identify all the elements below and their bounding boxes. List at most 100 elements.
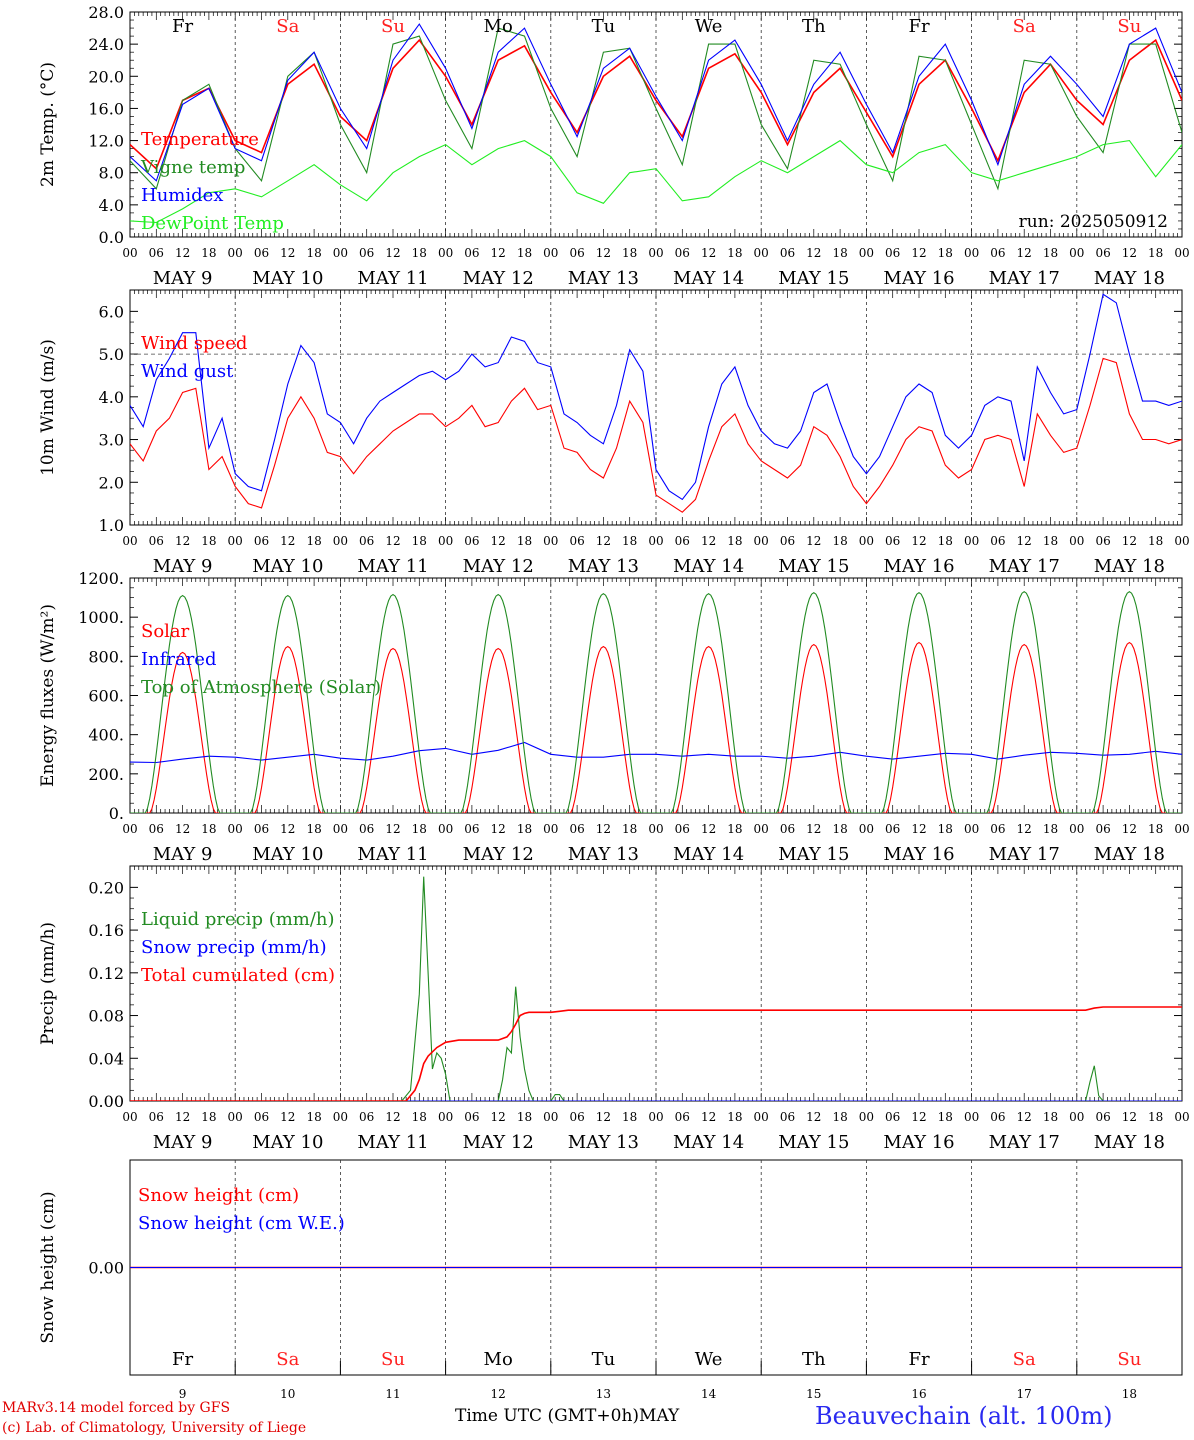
x-tick-label: 06 <box>780 1110 795 1124</box>
legend-entry: Snow precip (mm/h) <box>141 937 327 958</box>
x-tick-label: 00 <box>1174 534 1189 548</box>
x-tick-label: 18 <box>622 1110 637 1124</box>
x-tick-label: 00 <box>859 822 874 836</box>
x-tick-label: 12 <box>911 822 926 836</box>
legend-entry: Liquid precip (mm/h) <box>141 909 335 930</box>
x-tick-label: 12 <box>491 1110 506 1124</box>
x-date-label: MAY 11 <box>357 556 428 577</box>
y-tick-label: 20.0 <box>88 67 124 86</box>
x-date-label: MAY 11 <box>357 1132 428 1153</box>
x-tick-label: 00 <box>1174 822 1189 836</box>
day-name-bottom: Sa <box>1013 1349 1036 1370</box>
x-tick-label: 12 <box>806 822 821 836</box>
x-date-label: MAY 16 <box>883 268 954 289</box>
x-tick-label: 00 <box>543 246 558 260</box>
day-name-bottom: We <box>695 1349 723 1370</box>
x-tick-label: 06 <box>675 246 690 260</box>
x-tick-label: 18 <box>832 1110 847 1124</box>
x-tick-label: 00 <box>438 1110 453 1124</box>
x-tick-label: 00 <box>1069 534 1084 548</box>
x-tick-label: 12 <box>175 1110 190 1124</box>
x-tick-label: 00 <box>228 1110 243 1124</box>
x-tick-label: 12 <box>491 534 506 548</box>
y-axis-label: Energy fluxes (W/m²) <box>38 604 58 787</box>
series-infrared <box>130 741 1182 764</box>
x-tick-label: 18 <box>517 822 532 836</box>
x-tick-label: 12 <box>806 534 821 548</box>
y-tick-label: 0.00 <box>88 1259 124 1278</box>
x-date-label: MAY 12 <box>463 268 534 289</box>
x-date-label: MAY 18 <box>1094 556 1165 577</box>
credit-model: MARv3.14 model forced by GFS <box>2 1400 231 1416</box>
legend-entry: Infrared <box>141 649 216 670</box>
x-date-label: MAY 12 <box>463 1132 534 1153</box>
x-tick-label: 06 <box>149 822 164 836</box>
x-tick-label: 18 <box>412 534 427 548</box>
x-tick-label: 00 <box>543 534 558 548</box>
x-tick-label: 12 <box>911 534 926 548</box>
day-name-top: Su <box>1117 16 1141 37</box>
legend-entry: Total cumulated (cm) <box>141 965 335 986</box>
x-tick-label: 00 <box>438 246 453 260</box>
x-tick-label: 12 <box>385 534 400 548</box>
x-tick-label: 06 <box>1095 1110 1110 1124</box>
day-name-bottom: Mo <box>484 1349 513 1370</box>
day-number: 10 <box>280 1387 295 1401</box>
y-tick-label: 200. <box>88 765 124 784</box>
panel-3: 0. 200. 400. 600. 800. 1000. 1200. Energy fluxe… <box>38 569 1190 865</box>
x-tick-label: 06 <box>990 1110 1005 1124</box>
x-tick-label: 00 <box>1069 822 1084 836</box>
run-label: run: 2025050912 <box>1019 212 1168 232</box>
x-tick-label: 12 <box>491 246 506 260</box>
x-tick-label: 00 <box>333 534 348 548</box>
x-tick-label: 18 <box>1148 246 1163 260</box>
x-tick-label: 18 <box>832 534 847 548</box>
x-tick-label: 12 <box>1122 246 1137 260</box>
x-tick-label: 00 <box>964 822 979 836</box>
x-tick-label: 00 <box>228 246 243 260</box>
x-tick-label: 12 <box>911 246 926 260</box>
series-total-cumulated-cm- <box>130 1006 1182 1101</box>
x-tick-label: 12 <box>596 534 611 548</box>
x-tick-label: 18 <box>1043 822 1058 836</box>
x-tick-label: 12 <box>175 246 190 260</box>
x-tick-label: 00 <box>859 1110 874 1124</box>
x-tick-label: 00 <box>859 534 874 548</box>
x-tick-label: 18 <box>201 1110 216 1124</box>
x-tick-label: 00 <box>1069 246 1084 260</box>
x-tick-label: 06 <box>675 1110 690 1124</box>
legend-entry: Top of Atmosphere (Solar) <box>141 677 381 698</box>
x-tick-label: 12 <box>385 246 400 260</box>
x-tick-label: 12 <box>701 246 716 260</box>
series-wind-gust <box>130 293 1182 501</box>
y-tick-label: 0.16 <box>88 921 124 940</box>
x-tick-label: 18 <box>622 822 637 836</box>
x-tick-label: 00 <box>754 1110 769 1124</box>
x-tick-label: 06 <box>254 1110 269 1124</box>
x-tick-label: 18 <box>727 246 742 260</box>
credit-lab: (c) Lab. of Climatology, University of L… <box>2 1420 307 1436</box>
x-tick-label: 00 <box>964 534 979 548</box>
x-tick-label: 12 <box>1017 822 1032 836</box>
x-date-label: MAY 16 <box>883 556 954 577</box>
x-tick-label: 00 <box>333 246 348 260</box>
y-tick-label: 800. <box>88 647 124 666</box>
y-tick-label: 0.0 <box>99 228 124 247</box>
legend-entry: Temperature <box>141 129 259 150</box>
y-tick-label: 3.0 <box>99 431 124 450</box>
series-liquid-precip-mm-h- <box>130 876 1182 1101</box>
x-tick-label: 06 <box>254 246 269 260</box>
x-date-label: MAY 9 <box>153 844 213 865</box>
y-tick-label: 4.0 <box>99 196 124 215</box>
day-name-bottom: Th <box>802 1349 826 1370</box>
x-tick-label: 12 <box>1017 246 1032 260</box>
x-tick-label: 12 <box>1122 1110 1137 1124</box>
x-tick-label: 18 <box>727 534 742 548</box>
x-tick-label: 00 <box>648 246 663 260</box>
x-tick-label: 06 <box>359 246 374 260</box>
x-tick-label: 06 <box>990 822 1005 836</box>
x-tick-label: 00 <box>859 246 874 260</box>
day-name-top: Fr <box>172 16 193 37</box>
y-tick-label: 1200. <box>78 569 124 588</box>
